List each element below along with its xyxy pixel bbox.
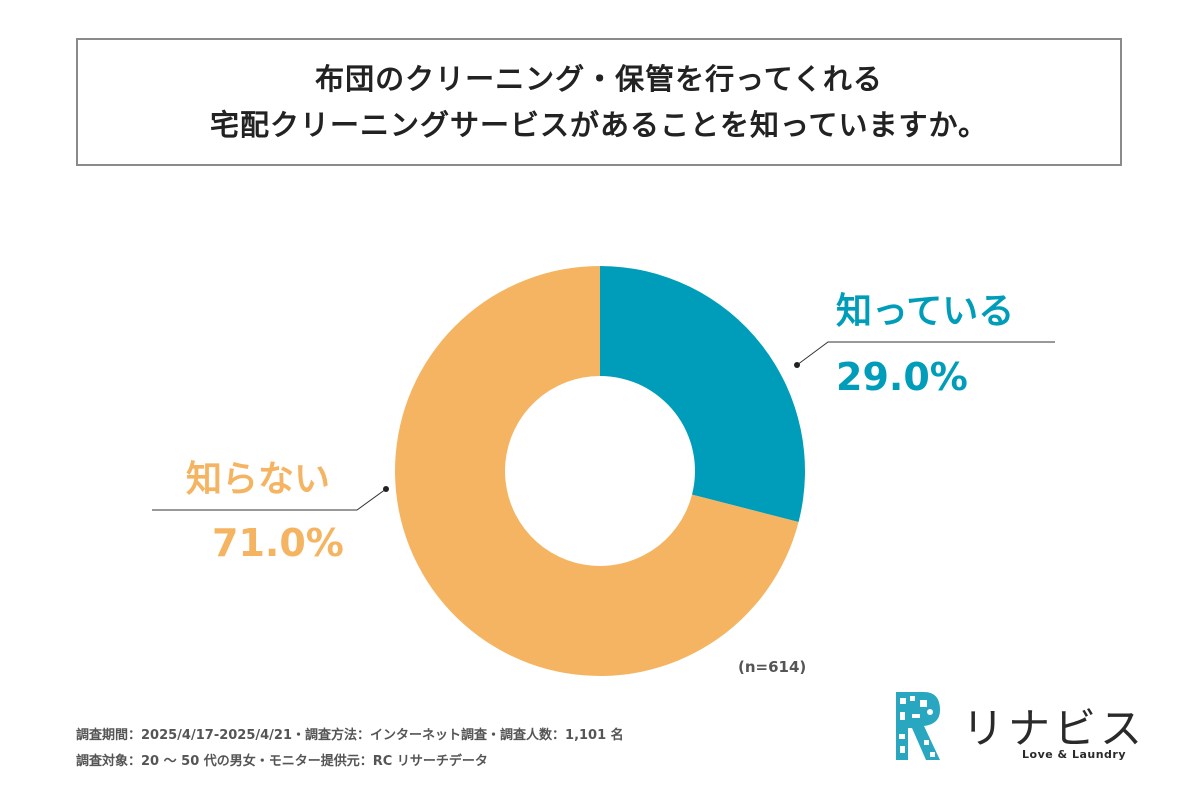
slice-label-known: 知っている: [836, 291, 1015, 332]
title-line-1: 布団のクリーニング・保管を行ってくれる: [315, 62, 883, 96]
survey-info-line-2: 調査対象：20 〜 50 代の男女・モニター提供元：RC リサーチデータ: [76, 754, 488, 769]
leader-line-unknown-dot: [383, 486, 389, 492]
sample-size-note: (n=614): [738, 658, 807, 676]
leader-line-known: [796, 341, 1055, 366]
leader-line-unknown: [152, 488, 387, 511]
title-line-2: 宅配クリーニングサービスがあることを知っていますか。: [210, 108, 988, 142]
leader-line-known-dot: [794, 362, 800, 368]
slice-value-known: 29.0%: [836, 355, 968, 399]
logo-text: リナビス: [962, 704, 1147, 753]
survey-info-line-1: 調査期間：2025/4/17-2025/4/21・調査方法：インターネット調査・…: [76, 728, 624, 743]
slice-label-unknown: 知らない: [186, 459, 331, 500]
title-box: 布団のクリーニング・保管を行ってくれる 宅配クリーニングサービスがあることを知っ…: [76, 38, 1122, 166]
rinabis-logo-icon: [896, 692, 940, 760]
logo-tagline: Love & Laundry: [1022, 748, 1127, 761]
slice-value-unknown: 71.0%: [212, 521, 344, 565]
slice-known: [600, 266, 805, 522]
slice-unknown: [394, 266, 799, 676]
